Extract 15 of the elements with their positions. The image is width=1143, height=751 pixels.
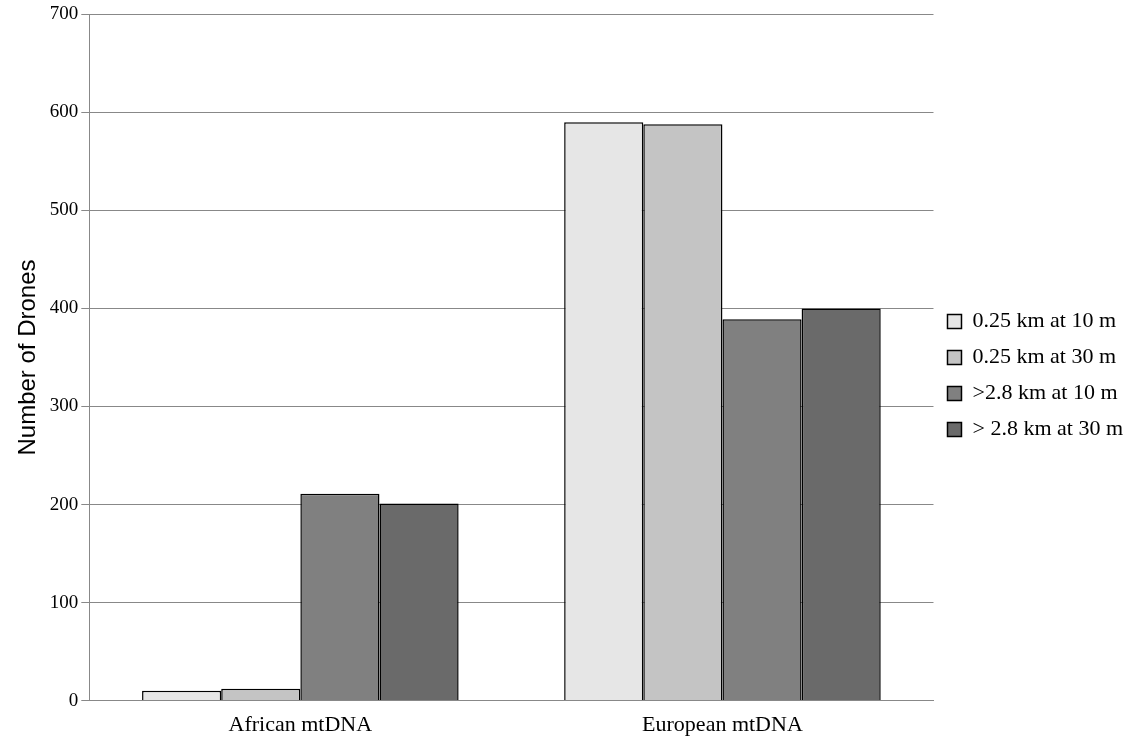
legend-label: > 2.8 km at 30 m <box>972 415 1124 441</box>
y-tick-label: 700 <box>49 2 79 24</box>
legend-label: >2.8 km at 10 m <box>972 379 1118 405</box>
y-tick-label: 0 <box>68 688 79 710</box>
y-tick-label: 300 <box>49 394 79 416</box>
legend-label: 0.25 km at 30 m <box>972 343 1117 369</box>
y-tick-label: 600 <box>49 100 79 122</box>
y-tick-label: 200 <box>49 492 79 514</box>
x-tick-label: European mtDNA <box>642 710 803 736</box>
y-axis-title: Number of Drones <box>13 259 41 456</box>
y-tick-label: 500 <box>49 198 79 220</box>
y-tick-label: 400 <box>49 296 79 318</box>
y-tick-label: 100 <box>49 590 79 612</box>
x-tick-label: African mtDNA <box>228 710 373 736</box>
legend-label: 0.25 km at 10 m <box>972 307 1117 333</box>
